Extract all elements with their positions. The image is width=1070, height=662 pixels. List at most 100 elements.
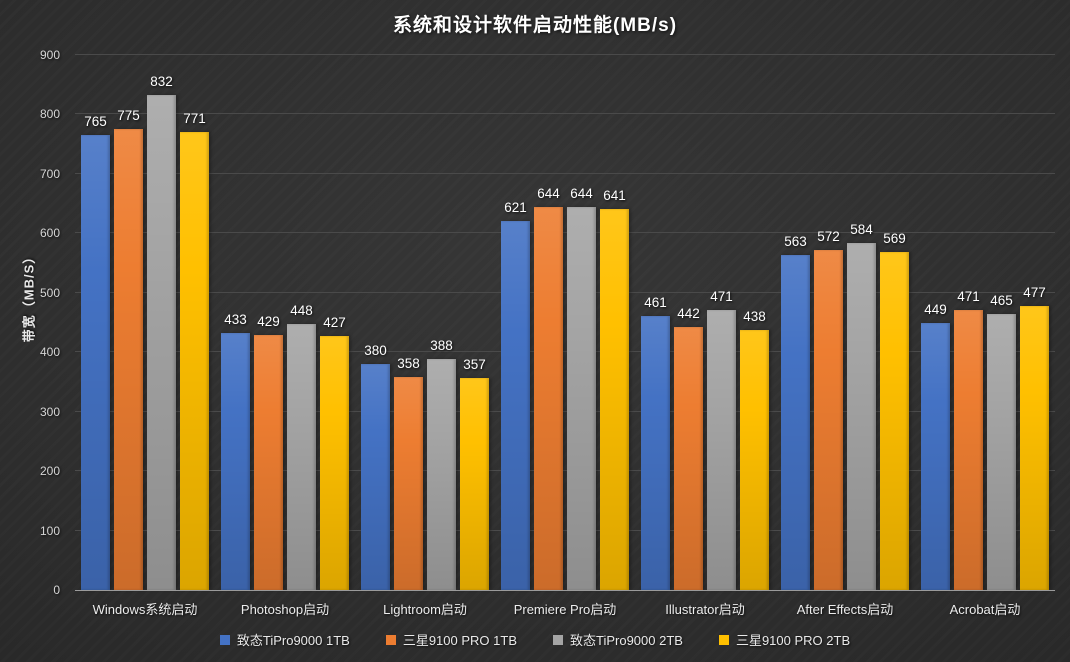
y-tick-label: 0	[53, 583, 60, 597]
bar-value-label: 433	[224, 311, 247, 327]
gridline	[75, 529, 1055, 531]
bar: 471	[707, 289, 736, 590]
bar: 572	[814, 229, 843, 590]
bar-value-label: 569	[883, 230, 906, 246]
bar: 357	[460, 357, 489, 590]
gridline	[75, 113, 1055, 115]
x-axis-label: Lightroom启动	[383, 602, 467, 617]
bar-group: 449 471 465 477	[915, 55, 1055, 590]
bar-value-label: 644	[537, 186, 560, 202]
x-axis-label: Photoshop启动	[240, 602, 330, 617]
bar: 569	[880, 231, 909, 590]
y-tick-label: 100	[39, 523, 60, 538]
bar-value-label: 621	[504, 199, 527, 215]
bar: 442	[674, 306, 703, 590]
legend-label: 三星9100 PRO 2TB	[735, 633, 851, 648]
y-tick-label: 300	[39, 404, 60, 419]
bar: 563	[781, 234, 810, 590]
bar: 584	[847, 222, 876, 590]
bar-value-label: 584	[850, 221, 873, 237]
bar-groups: 765 775 832 771 433 429 448 427 380 358 388 357 621 6…	[75, 55, 1055, 590]
bar-value-label: 775	[117, 108, 140, 124]
bar-value-label: 357	[463, 356, 486, 372]
bar-value-label: 442	[677, 306, 700, 322]
bar: 471	[954, 289, 983, 590]
x-axis-line	[75, 590, 1055, 591]
bar: 461	[641, 295, 670, 590]
bar: 771	[180, 111, 209, 590]
x-axis-label: Premiere Pro启动	[513, 602, 617, 617]
bar-group: 621 644 644 641	[495, 55, 635, 590]
bar-group: 380 358 388 357	[355, 55, 495, 590]
bar-value-label: 471	[710, 289, 733, 305]
bar-value-label: 448	[290, 302, 313, 318]
bar-value-label: 449	[924, 302, 947, 318]
bar-value-label: 388	[430, 338, 453, 354]
legend-swatch	[718, 634, 729, 645]
bar-group: 563 572 584 569	[775, 55, 915, 590]
legend: 致态TiPro9000 1TB 三星9100 PRO 1TB 致态TiPro9000…	[0, 630, 1070, 649]
bar-value-label: 563	[784, 234, 807, 250]
legend-label: 三星9100 PRO 1TB	[402, 633, 517, 648]
gridline	[75, 351, 1055, 353]
legend-item: 致态TiPro9000 1TB	[219, 630, 350, 649]
x-axis-labels: Windows系统启动 Photoshop启动 Lightroom启动 Premier…	[75, 599, 1055, 618]
bar: 465	[987, 293, 1016, 590]
bar-value-label: 429	[257, 313, 280, 329]
bar-value-label: 358	[397, 356, 420, 372]
bar-group: 461 442 471 438	[635, 55, 775, 590]
bar: 765	[81, 114, 110, 590]
bar: 449	[921, 302, 950, 590]
legend-item: 三星9100 PRO 1TB	[385, 630, 517, 649]
bar: 433	[221, 312, 250, 590]
y-tick-label: 700	[39, 166, 60, 181]
y-axis-ticks: 0 100 200 300 400 500 600 700 800 900	[0, 48, 60, 597]
x-axis-label: Illustrator启动	[665, 602, 745, 617]
legend-label: 致态TiPro9000 2TB	[570, 633, 683, 648]
bar-value-label: 477	[1023, 285, 1046, 301]
chart-title: 系统和设计软件启动性能(MB/s)	[392, 15, 678, 36]
bar: 641	[600, 188, 629, 590]
bar: 448	[287, 303, 316, 590]
bar-value-label: 765	[84, 114, 107, 130]
legend-label: 致态TiPro9000 1TB	[236, 633, 350, 648]
legend-swatch	[219, 634, 230, 645]
bar: 644	[534, 186, 563, 590]
bar-value-label: 641	[603, 187, 626, 203]
gridline	[75, 291, 1055, 293]
gridline	[75, 172, 1055, 174]
y-tick-label: 900	[39, 48, 60, 62]
bar-group: 433 429 448 427	[215, 55, 355, 590]
legend-swatch	[553, 634, 563, 645]
bar-value-label: 465	[990, 292, 1013, 308]
bar-value-label: 471	[957, 289, 980, 305]
bar-value-label: 461	[644, 294, 667, 310]
gridline	[75, 470, 1055, 472]
bar-value-label: 572	[817, 228, 840, 244]
x-axis-label: Acrobat启动	[949, 602, 1021, 617]
bar: 388	[427, 338, 456, 590]
bar-group: 765 775 832 771	[75, 55, 215, 590]
legend-swatch	[385, 634, 396, 645]
y-tick-label: 800	[39, 107, 60, 122]
y-tick-label: 400	[39, 345, 60, 360]
bar: 621	[501, 200, 530, 590]
bar-value-label: 380	[364, 343, 387, 359]
bar-value-label: 644	[570, 186, 593, 202]
y-tick-label: 500	[39, 285, 60, 300]
bar-value-label: 832	[150, 74, 173, 90]
bar: 380	[361, 343, 390, 590]
gridline	[75, 410, 1055, 412]
bar-value-label: 427	[323, 315, 346, 331]
gridline	[75, 232, 1055, 234]
x-axis-label: After Effects启动	[796, 602, 894, 617]
bar: 775	[114, 108, 143, 590]
bar: 427	[320, 315, 349, 590]
gridline	[75, 54, 1055, 55]
bar: 644	[567, 186, 596, 590]
x-axis-label: Windows系统启动	[92, 602, 198, 617]
y-tick-label: 600	[39, 226, 60, 241]
bar-value-label: 771	[183, 110, 206, 126]
bar: 429	[254, 314, 283, 590]
